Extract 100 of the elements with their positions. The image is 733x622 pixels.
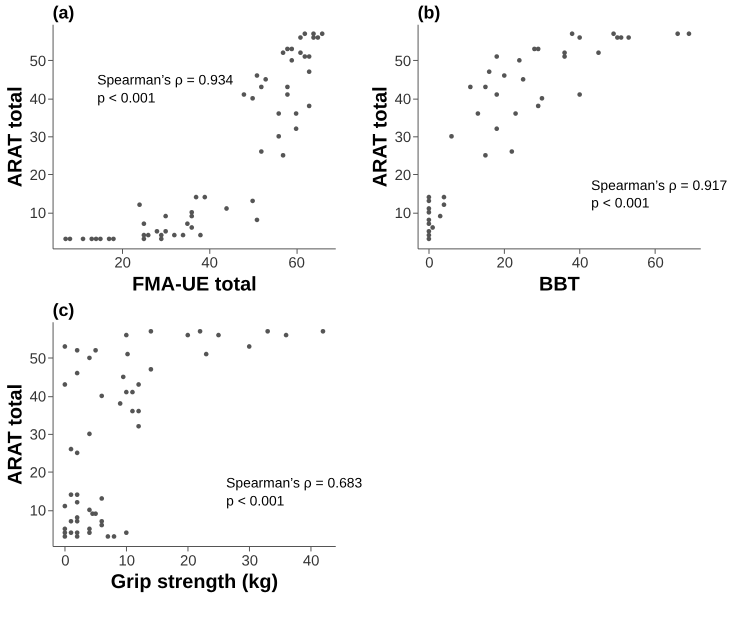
point <box>106 534 110 539</box>
point <box>99 518 104 524</box>
point <box>198 328 202 334</box>
point <box>611 31 616 36</box>
point <box>124 332 129 338</box>
y-tick-label: 40 <box>394 92 412 108</box>
point <box>258 84 264 90</box>
point <box>136 382 141 387</box>
point <box>62 344 68 349</box>
point <box>130 390 135 394</box>
point <box>265 328 270 334</box>
point <box>163 214 168 218</box>
point <box>148 366 154 372</box>
annotation: Spearman’s ρ = 0.683 p < 0.001 <box>226 474 362 508</box>
point <box>426 236 432 242</box>
point <box>202 194 208 200</box>
point <box>87 508 92 512</box>
point <box>280 50 286 56</box>
point <box>87 432 92 436</box>
x-tick-label: 40 <box>302 553 320 570</box>
point <box>577 92 582 97</box>
point <box>540 96 544 101</box>
point <box>80 236 86 242</box>
point <box>298 35 303 40</box>
point <box>675 31 680 36</box>
x-tick-label: 0 <box>425 256 434 272</box>
point <box>62 534 68 539</box>
point <box>263 77 268 82</box>
point <box>285 46 290 52</box>
point <box>320 31 325 36</box>
point <box>194 194 198 200</box>
annotation: Spearman’s ρ = 0.917 p < 0.001 <box>591 176 728 211</box>
point <box>246 344 252 349</box>
y-tick-label: 10 <box>30 206 46 222</box>
y-tick-label: 50 <box>394 54 412 70</box>
point <box>570 31 574 36</box>
point <box>426 198 432 204</box>
y-tick-label: 20 <box>30 465 46 482</box>
point <box>112 534 116 539</box>
chart-title: (a) <box>52 2 74 22</box>
point <box>494 92 500 97</box>
y-tick-label: 30 <box>30 130 46 146</box>
x-tick-label: 60 <box>647 256 664 272</box>
point <box>285 92 290 97</box>
x-tick-label: 40 <box>572 256 588 272</box>
point <box>120 374 126 380</box>
point <box>185 221 190 226</box>
point <box>302 31 308 36</box>
y-tick-label: 40 <box>30 389 46 406</box>
x-tick-label: 20 <box>114 256 131 272</box>
x-tick-label: 20 <box>180 553 197 570</box>
point <box>258 149 264 154</box>
point <box>136 424 141 429</box>
point <box>285 84 290 90</box>
point <box>520 77 526 82</box>
point <box>686 31 692 36</box>
point <box>224 206 229 211</box>
y-tick-label: 50 <box>30 54 46 70</box>
point <box>87 356 92 360</box>
x-axis-title: FMA-UE total <box>132 274 257 296</box>
x-tick-label: 0 <box>61 553 70 570</box>
point <box>513 111 518 116</box>
point <box>172 232 177 238</box>
chart-title: (b) <box>418 2 440 22</box>
y-axis-title: ARAT total <box>4 86 27 188</box>
point <box>250 198 255 204</box>
y-tick-label: 10 <box>394 206 412 222</box>
point <box>216 332 221 338</box>
point <box>154 228 160 234</box>
point <box>426 228 432 234</box>
point <box>136 408 141 414</box>
point <box>284 332 288 338</box>
point <box>106 236 112 242</box>
y-axis-title: ARAT total <box>370 86 392 188</box>
point <box>294 126 298 132</box>
point <box>426 221 432 226</box>
point <box>198 232 203 238</box>
point <box>68 518 74 524</box>
point <box>536 46 541 52</box>
point <box>130 408 135 414</box>
point <box>442 202 446 208</box>
y-tick-label: 10 <box>30 503 46 520</box>
point <box>62 504 68 508</box>
x-tick-label: 10 <box>118 553 136 570</box>
point <box>294 111 298 116</box>
point <box>87 530 92 535</box>
point <box>68 446 74 452</box>
point <box>68 530 74 535</box>
point <box>99 522 104 528</box>
point <box>124 530 129 535</box>
point <box>62 382 68 387</box>
chart-title: (c) <box>52 300 74 320</box>
point <box>68 492 74 497</box>
point <box>577 35 582 40</box>
point <box>74 492 80 497</box>
point <box>494 54 500 59</box>
point <box>311 35 316 40</box>
point <box>449 134 454 139</box>
point <box>68 236 72 242</box>
point <box>250 96 255 101</box>
